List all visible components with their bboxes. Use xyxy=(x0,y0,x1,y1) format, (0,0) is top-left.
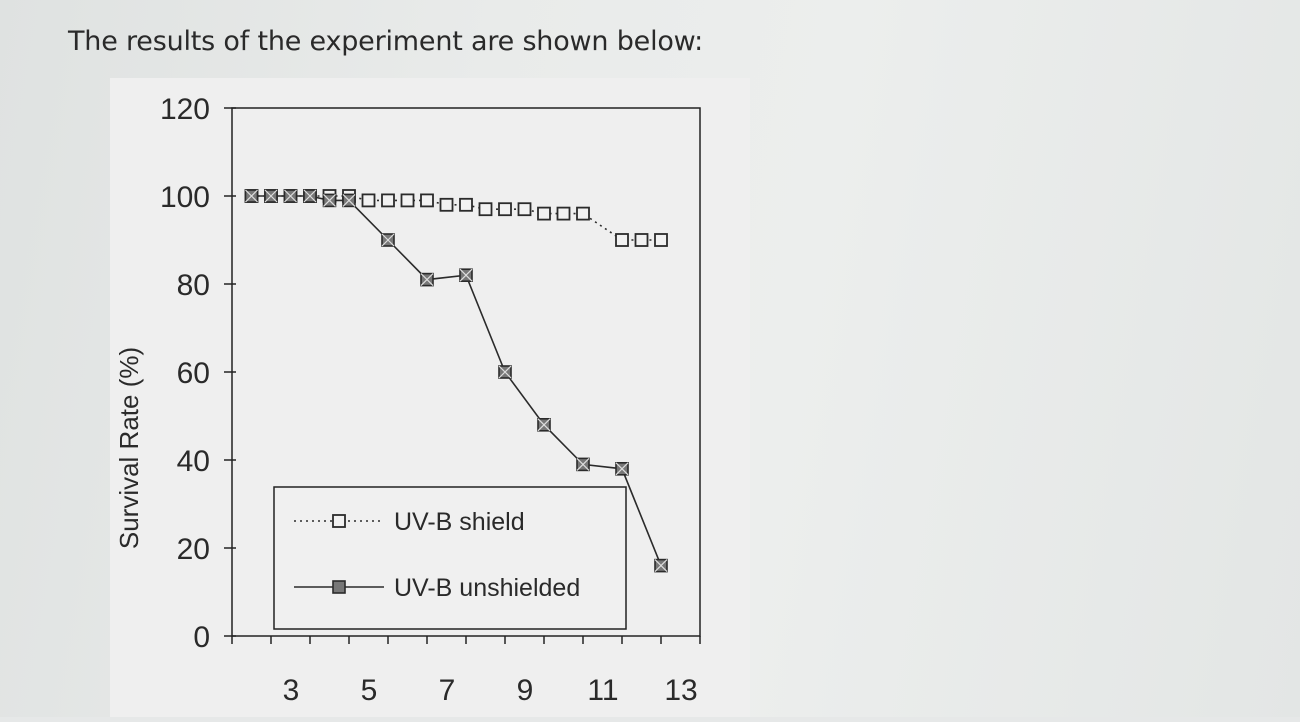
marker-hatch xyxy=(498,365,512,379)
x-tick-label: 7 xyxy=(439,674,456,707)
marker-hatch xyxy=(615,462,629,476)
data-point xyxy=(459,268,473,282)
chart-container: 0 20 40 60 80 100 120 3 5 7 9 11 13 UV-B shield UV-B … xyxy=(70,70,750,718)
series-uv-b-unshielded xyxy=(244,189,668,573)
x-tick-label: 3 xyxy=(283,674,300,707)
legend-box xyxy=(273,486,627,630)
x-tick-label: 13 xyxy=(664,674,697,707)
data-point xyxy=(576,206,590,221)
legend-marker xyxy=(332,514,346,528)
marker-hatch xyxy=(654,559,668,573)
data-point xyxy=(303,189,317,203)
x-tick-label: 9 xyxy=(517,674,534,707)
data-point xyxy=(283,189,298,203)
page-heading: The results of the experiment are shown … xyxy=(68,26,703,57)
data-point xyxy=(498,202,512,217)
data-point xyxy=(634,233,649,247)
marker-hatch xyxy=(264,189,278,203)
legend-label: UV-B shield xyxy=(394,508,525,536)
marker-hatch xyxy=(420,273,434,287)
data-point xyxy=(537,417,551,432)
x-tick-label: 11 xyxy=(587,674,618,707)
data-point xyxy=(439,197,454,212)
marker-hatch xyxy=(284,189,297,203)
data-point xyxy=(517,202,532,217)
marker-hatch xyxy=(342,193,356,207)
axes-group: 0 20 40 60 80 100 120 3 5 7 9 11 13 xyxy=(160,93,701,707)
data-point xyxy=(400,193,415,208)
y-axis-label: Survival Rate (%) xyxy=(114,347,144,549)
y-tick-label: 40 xyxy=(177,445,210,478)
data-point xyxy=(498,365,512,379)
legend-item: UV-B shield xyxy=(294,508,525,536)
y-tick-label: 100 xyxy=(160,181,210,214)
y-tick-label: 120 xyxy=(160,93,210,126)
marker-hatch xyxy=(381,233,395,247)
data-point xyxy=(556,206,571,221)
data-point xyxy=(381,193,395,208)
data-point xyxy=(615,461,629,476)
x-tick-label: 5 xyxy=(361,674,378,707)
data-point xyxy=(576,457,590,472)
data-point xyxy=(459,197,473,212)
marker-hatch xyxy=(323,193,336,207)
series-layer xyxy=(244,189,668,573)
data-point xyxy=(420,193,434,208)
y-tick-label: 80 xyxy=(177,269,210,302)
data-point xyxy=(361,193,376,208)
data-point xyxy=(381,233,395,247)
data-point xyxy=(244,189,259,203)
y-tick-label: 20 xyxy=(177,533,210,566)
data-point xyxy=(654,558,668,573)
chart-legend: UV-B shield UV-B unshielded xyxy=(273,486,627,630)
data-point xyxy=(264,189,278,203)
data-point xyxy=(537,206,551,221)
legend-item: UV-B unshielded xyxy=(294,574,580,602)
marker-hatch xyxy=(245,189,258,203)
data-point xyxy=(654,233,668,247)
marker-hatch xyxy=(303,189,317,203)
legend-marker xyxy=(332,580,346,594)
data-point xyxy=(420,272,434,287)
data-point xyxy=(322,193,337,208)
y-tick-label: 0 xyxy=(193,621,210,654)
y-tick-label: 60 xyxy=(177,357,210,390)
data-point xyxy=(478,202,493,217)
marker-hatch xyxy=(537,418,551,432)
marker-hatch xyxy=(576,457,590,471)
legend-label: UV-B unshielded xyxy=(394,574,580,602)
data-point xyxy=(615,233,629,247)
data-point xyxy=(342,193,356,208)
marker-hatch xyxy=(459,268,473,282)
